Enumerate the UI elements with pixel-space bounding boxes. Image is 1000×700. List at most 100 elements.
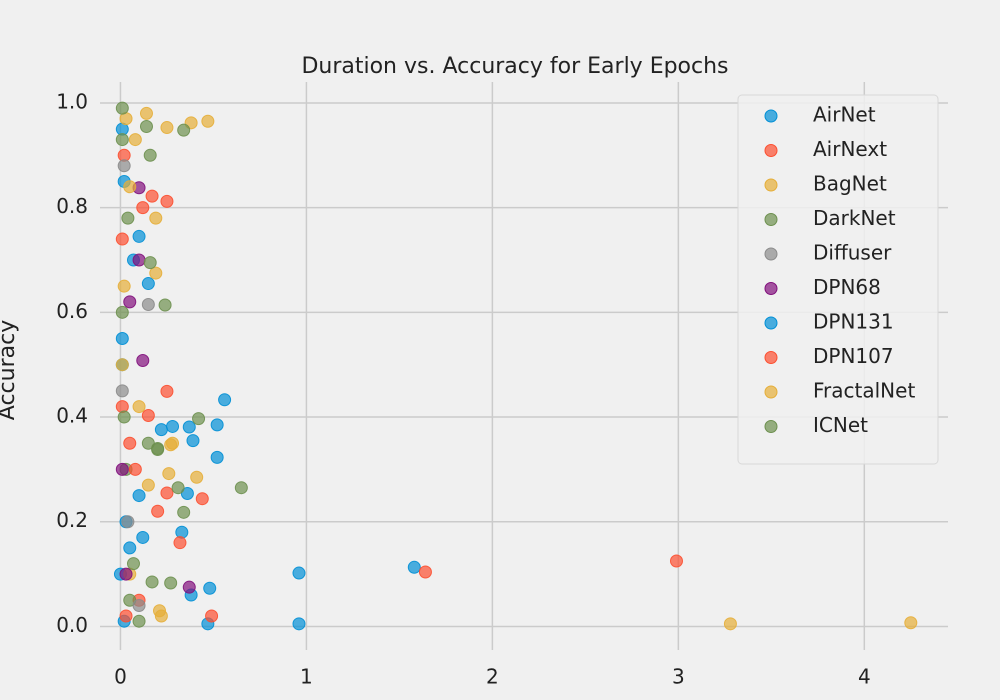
point (158, 298, 172, 312)
x-tick-label: 4 (858, 665, 871, 689)
point (407, 560, 421, 574)
legend-marker (764, 316, 778, 330)
point (115, 133, 129, 147)
legend-label: Diffuser (813, 241, 892, 265)
point (117, 279, 131, 293)
point (177, 505, 191, 519)
point (117, 410, 131, 424)
point (139, 119, 153, 133)
point (132, 229, 146, 243)
point (145, 575, 159, 589)
point (128, 462, 142, 476)
point (115, 305, 129, 319)
point (669, 554, 683, 568)
legend-label: DPN131 (813, 310, 894, 334)
point (119, 609, 133, 623)
point (292, 566, 306, 580)
point (723, 617, 737, 631)
point (160, 384, 174, 398)
point (115, 232, 129, 246)
y-axis-label: Accuracy (0, 320, 20, 420)
point (123, 541, 137, 555)
point (190, 470, 204, 484)
point (203, 581, 217, 595)
point (141, 277, 155, 291)
x-offset-label: 1e12 (895, 699, 945, 700)
legend-label: DPN68 (813, 275, 881, 299)
y-tick-label: 0.2 (56, 508, 88, 532)
y-tick-label: 0.4 (56, 404, 88, 428)
point (201, 114, 215, 128)
point (132, 489, 146, 503)
point (210, 418, 224, 432)
point (205, 609, 219, 623)
point (186, 434, 200, 448)
point (154, 423, 168, 437)
legend-label: BagNet (813, 172, 887, 196)
point (117, 159, 131, 173)
y-tick-label: 1.0 (56, 89, 88, 113)
point (143, 256, 157, 270)
point (115, 462, 129, 476)
point (115, 332, 129, 346)
point (153, 604, 167, 618)
point (160, 486, 174, 500)
point (162, 467, 176, 481)
point (123, 436, 137, 450)
point (139, 106, 153, 120)
legend-marker (764, 144, 778, 157)
point (160, 121, 174, 135)
point (115, 101, 129, 115)
point (182, 420, 196, 434)
point (128, 133, 142, 147)
legend-label: AirNext (813, 137, 887, 161)
point (141, 408, 155, 422)
point (123, 180, 137, 194)
point (115, 358, 129, 372)
legend-label: AirNet (813, 103, 876, 127)
legend-marker (764, 178, 778, 192)
point (136, 201, 150, 215)
point (132, 599, 146, 613)
x-tick-label: 1 (300, 665, 313, 689)
point (177, 123, 191, 137)
y-tick-label: 0.0 (56, 613, 88, 637)
y-tick-label: 0.8 (56, 194, 88, 218)
point (160, 194, 174, 208)
point (192, 412, 206, 426)
point (149, 266, 163, 280)
point (132, 614, 146, 628)
point (115, 400, 129, 414)
point (195, 492, 209, 506)
legend-label: FractalNet (813, 379, 915, 403)
point (121, 211, 135, 225)
point (418, 565, 432, 579)
point (166, 419, 180, 433)
point (151, 504, 165, 518)
point (182, 580, 196, 594)
point (149, 211, 163, 225)
point (132, 253, 146, 267)
point (121, 515, 135, 529)
point (145, 189, 159, 203)
point (126, 557, 140, 571)
legend-marker (764, 109, 778, 123)
x-tick-label: 2 (486, 665, 499, 689)
point (166, 436, 180, 450)
chart-title: Duration vs. Accuracy for Early Epochs (301, 54, 728, 79)
point (164, 576, 178, 590)
legend-label: ICNet (813, 413, 868, 437)
point (292, 617, 306, 631)
point (123, 295, 137, 309)
x-tick-label: 0 (114, 665, 127, 689)
legend-marker (764, 385, 778, 399)
point (143, 148, 157, 162)
legend-marker (764, 282, 778, 295)
point (119, 567, 133, 581)
point (173, 536, 187, 550)
point (210, 450, 224, 464)
legend-marker (764, 247, 778, 261)
point (132, 400, 146, 414)
legend-label: DarkNet (813, 206, 896, 230)
legend-box (737, 94, 939, 465)
